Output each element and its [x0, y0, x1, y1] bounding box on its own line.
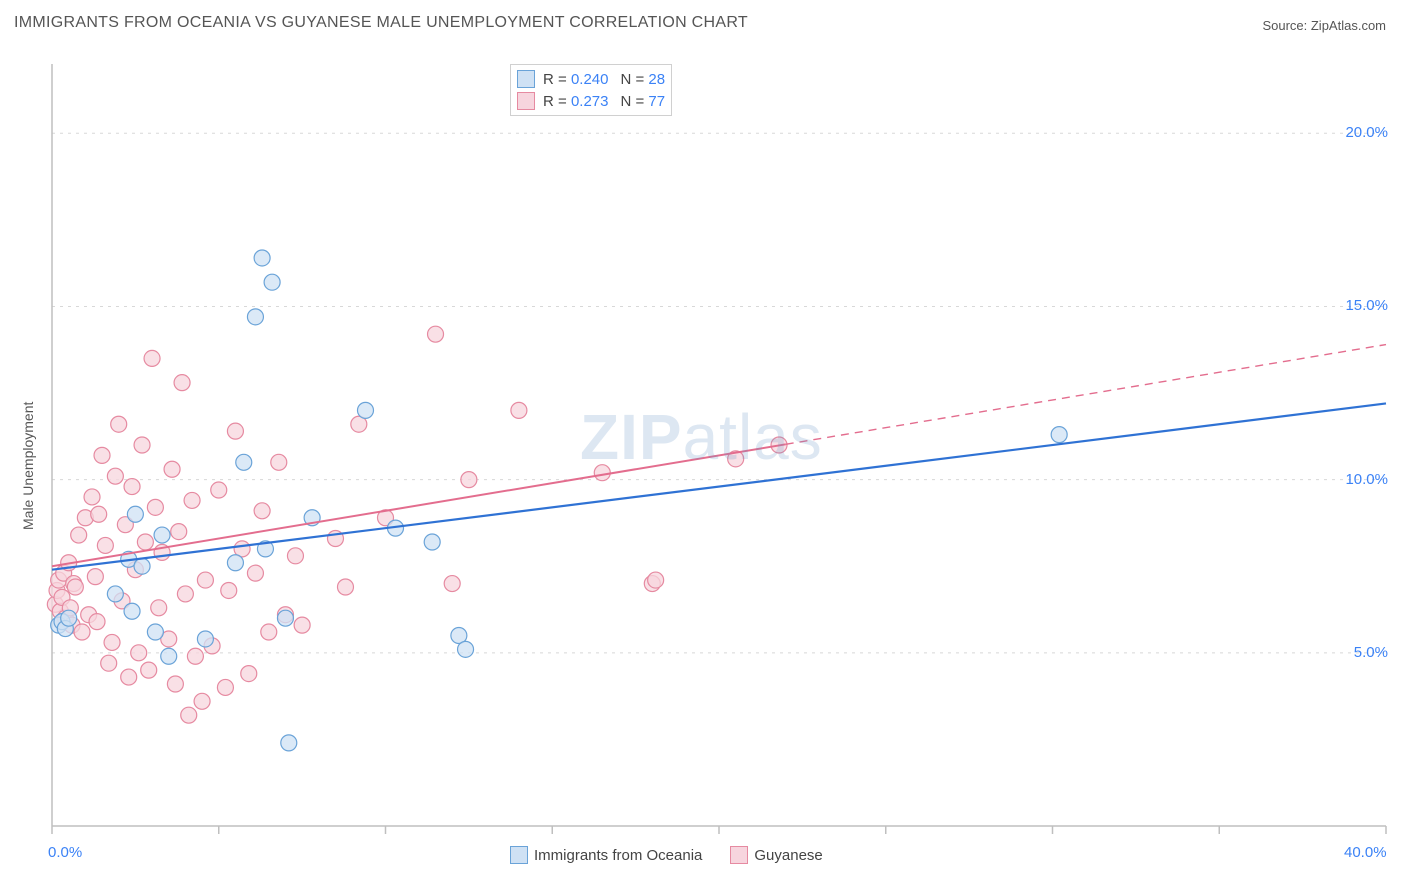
legend-swatch [517, 92, 535, 110]
x-tick-label: 0.0% [48, 844, 82, 861]
series-name: Immigrants from Oceania [534, 847, 702, 864]
series-legend-item: Immigrants from Oceania [510, 846, 702, 864]
series-legend-item: Guyanese [730, 846, 822, 864]
y-tick-label: 15.0% [1345, 297, 1388, 314]
y-tick-label: 20.0% [1345, 124, 1388, 141]
legend-row: R = 0.273N = 77 [517, 90, 665, 112]
series-legend: Immigrants from Oceania Guyanese [510, 846, 851, 864]
legend-row: R = 0.240N = 28 [517, 68, 665, 90]
y-tick-label: 5.0% [1354, 644, 1388, 661]
legend-swatch [517, 70, 535, 88]
correlation-legend: R = 0.240N = 28 R = 0.273N = 77 [510, 64, 672, 116]
legend-text: R = 0.240N = 28 [543, 71, 665, 88]
plot-wrap: Male Unemployment ZIPatlas R = 0.240N = … [0, 40, 1406, 892]
scatter-chart [0, 40, 1406, 892]
source-label: Source: ZipAtlas.com [1262, 18, 1386, 33]
y-tick-label: 10.0% [1345, 471, 1388, 488]
legend-text: R = 0.273N = 77 [543, 93, 665, 110]
series-swatch [730, 846, 748, 864]
series-name: Guyanese [754, 847, 822, 864]
series-swatch [510, 846, 528, 864]
x-tick-label: 40.0% [1344, 844, 1387, 861]
chart-title: IMMIGRANTS FROM OCEANIA VS GUYANESE MALE… [14, 14, 748, 32]
